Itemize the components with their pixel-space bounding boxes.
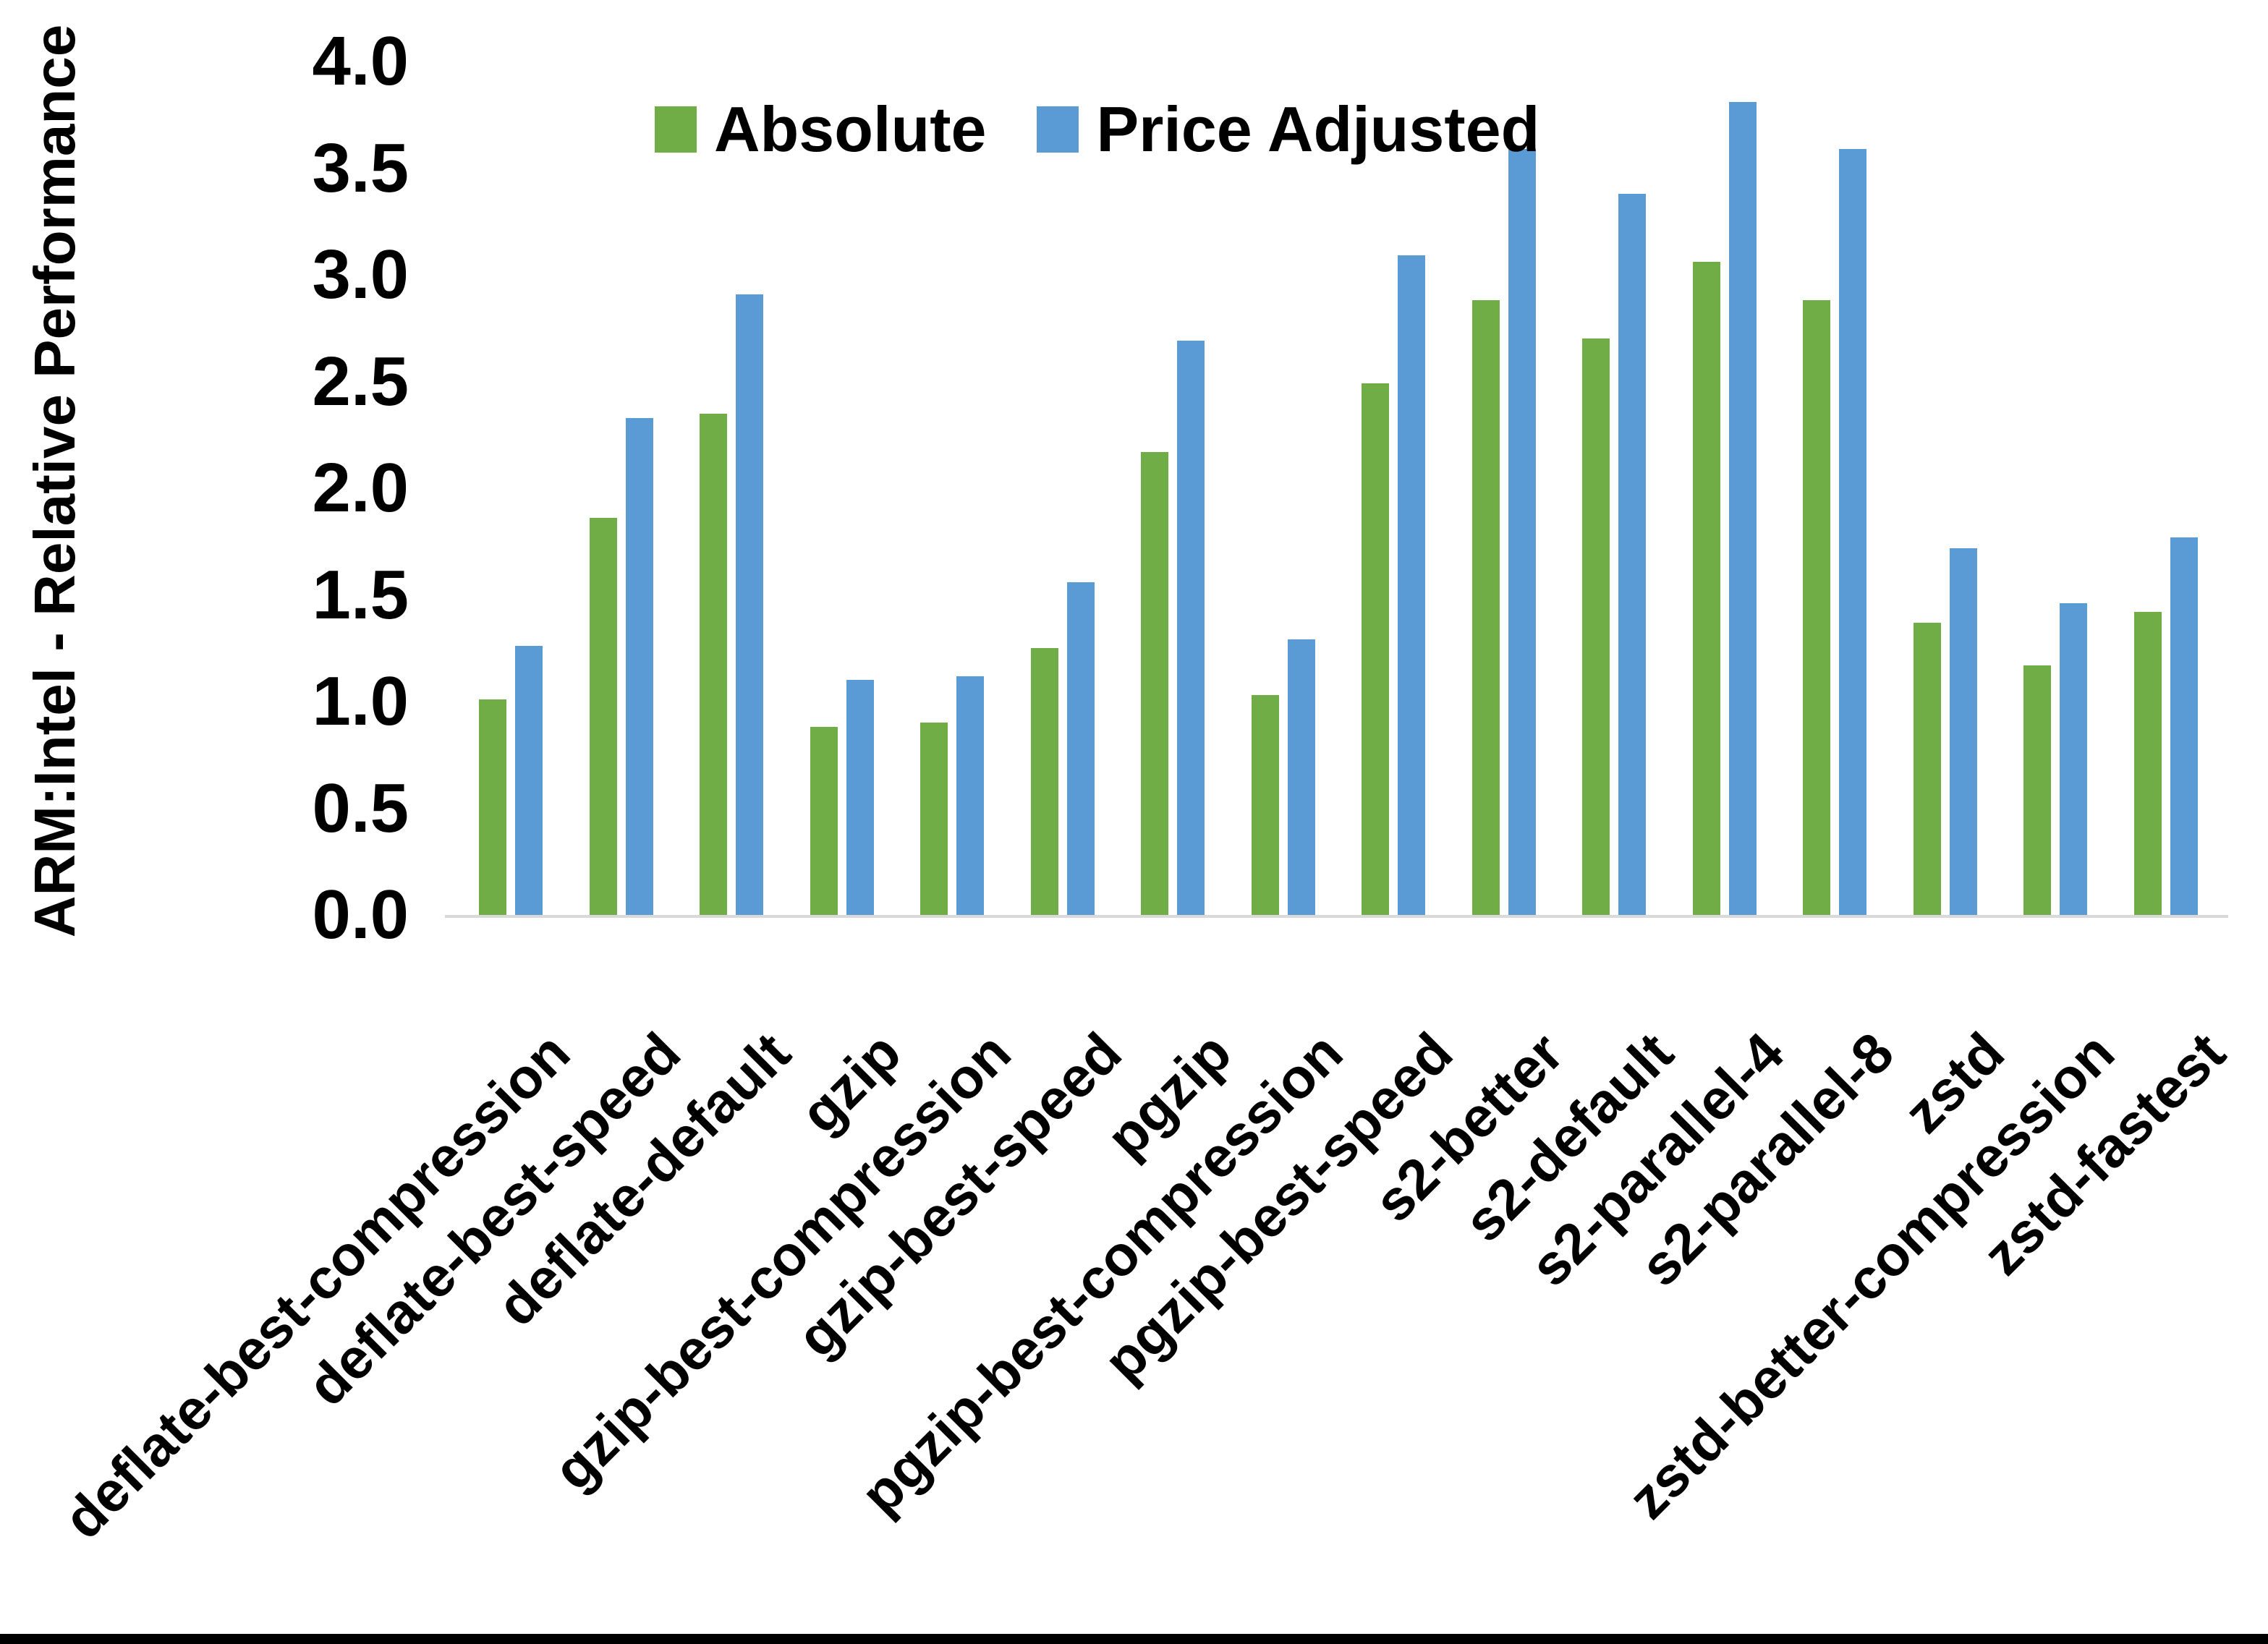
bar-absolute-deflate-best-compression xyxy=(479,699,506,915)
y-axis-tick-label: 1.5 xyxy=(312,555,409,634)
bar-price-adjusted-gzip-best-compression xyxy=(956,676,984,915)
bar-price-adjusted-pgzip-best-compression xyxy=(1288,639,1315,915)
bar-price-adjusted-gzip xyxy=(846,680,874,915)
bar-absolute-pgzip-best-compression xyxy=(1252,695,1279,915)
bar-absolute-gzip xyxy=(810,727,838,915)
bar-price-adjusted-deflate-best-speed xyxy=(626,418,653,915)
legend-label-price-adjusted: Price Adjusted xyxy=(1096,93,1540,165)
legend-swatch-price-adjusted-icon xyxy=(1037,106,1079,153)
bar-price-adjusted-deflate-default xyxy=(736,294,763,915)
bar-price-adjusted-s2-better xyxy=(1508,149,1536,915)
legend-item-price-adjusted: Price Adjusted xyxy=(1037,98,1539,161)
y-axis-tick-label: 3.5 xyxy=(312,129,409,207)
bar-price-adjusted-pgzip-best-speed xyxy=(1398,255,1425,915)
bar-price-adjusted-deflate-best-compression xyxy=(515,646,543,915)
legend-item-absolute: Absolute xyxy=(655,98,986,161)
bar-price-adjusted-zstd-fastest xyxy=(2170,537,2198,915)
y-axis-tick-label: 2.0 xyxy=(312,449,409,527)
bar-absolute-pgzip xyxy=(1141,452,1168,915)
x-axis-line xyxy=(445,915,2228,918)
legend: Absolute Price Adjusted xyxy=(655,98,1539,161)
bar-absolute-gzip-best-compression xyxy=(920,723,948,915)
bar-price-adjusted-s2-default xyxy=(1618,194,1646,915)
bar-price-adjusted-s2-parallel-8 xyxy=(1839,149,1866,915)
bar-absolute-zstd xyxy=(1914,623,1941,915)
bar-absolute-s2-better xyxy=(1472,300,1500,915)
y-axis-tick-label: 0.5 xyxy=(312,769,409,847)
bar-price-adjusted-zstd xyxy=(1950,548,1977,915)
y-axis-tick-label: 3.0 xyxy=(312,236,409,313)
bar-price-adjusted-s2-parallel-4 xyxy=(1729,102,1757,915)
legend-label-absolute: Absolute xyxy=(714,93,987,165)
y-axis-tick-label: 1.0 xyxy=(312,663,409,740)
bar-price-adjusted-gzip-best-speed xyxy=(1067,582,1095,915)
bar-absolute-deflate-best-speed xyxy=(590,518,617,915)
y-axis-tick-label: 0.0 xyxy=(312,876,409,953)
bar-absolute-s2-parallel-4 xyxy=(1693,262,1720,915)
bar-absolute-zstd-better-compression xyxy=(2023,665,2051,915)
y-axis-tick-label: 2.5 xyxy=(312,342,409,420)
y-axis-tick-label: 4.0 xyxy=(312,22,409,100)
bar-absolute-gzip-best-speed xyxy=(1031,648,1058,915)
bar-price-adjusted-pgzip xyxy=(1177,341,1205,915)
bar-absolute-s2-parallel-8 xyxy=(1803,300,1830,915)
bar-absolute-s2-default xyxy=(1582,338,1610,915)
bar-absolute-pgzip-best-speed xyxy=(1362,383,1389,915)
bar-price-adjusted-zstd-better-compression xyxy=(2060,603,2087,915)
bar-absolute-zstd-fastest xyxy=(2134,612,2162,915)
bar-absolute-deflate-default xyxy=(700,414,727,915)
legend-swatch-absolute-icon xyxy=(655,106,697,153)
bottom-border xyxy=(0,1634,2268,1644)
